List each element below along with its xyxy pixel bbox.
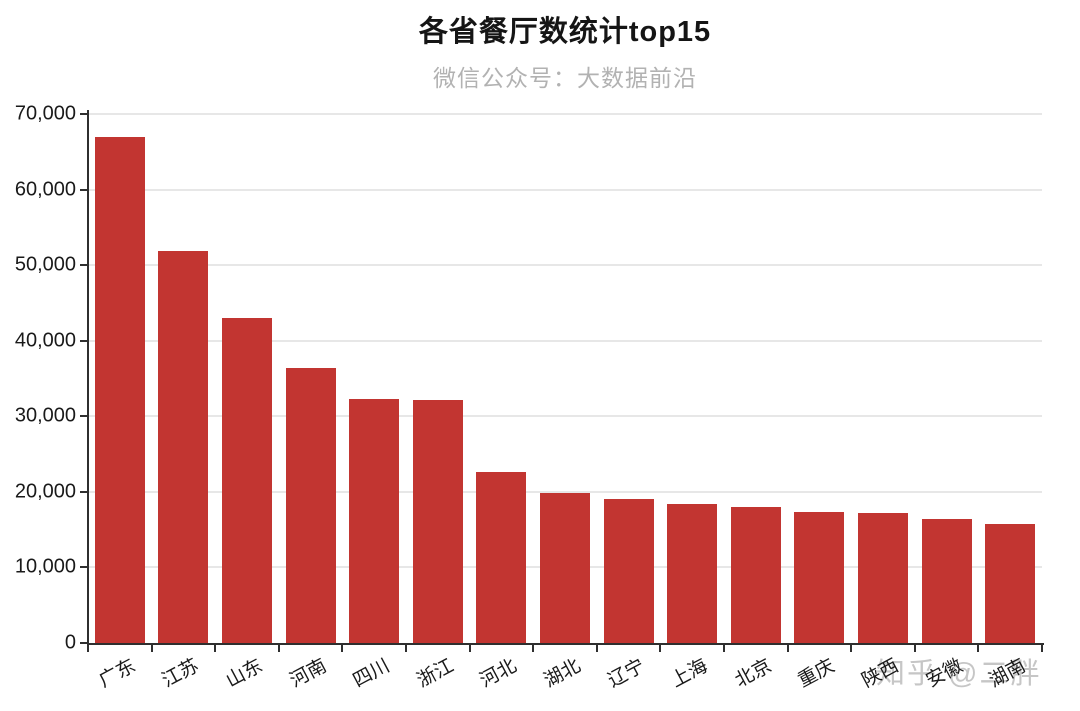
y-axis-tick-50000	[80, 264, 87, 267]
x-tick-label-重庆: 重庆	[795, 655, 839, 692]
x-axis-tick	[659, 645, 662, 652]
bar-广东	[94, 137, 145, 643]
x-tick-label-上海: 上海	[667, 655, 712, 692]
gridline-70000	[88, 113, 1042, 115]
y-axis-tick-0	[80, 642, 87, 644]
bar-浙江	[412, 399, 463, 643]
x-tick-label-北京: 北京	[731, 655, 776, 692]
x-axis-tick	[786, 645, 789, 652]
bar-北京	[730, 506, 781, 643]
y-tick-label: 30,000	[14, 404, 76, 427]
bar-河北	[476, 472, 527, 643]
x-tick-label-湖北: 湖北	[540, 655, 585, 692]
x-tick-label-四川: 四川	[349, 655, 394, 692]
x-axis-tick	[595, 645, 598, 652]
gridline-30000	[88, 415, 1042, 418]
bar-陕西	[858, 513, 908, 643]
gridline-40000	[88, 339, 1042, 342]
y-axis-tick-20000	[80, 490, 87, 493]
x-tick-label-山东: 山东	[222, 655, 267, 692]
x-tick-label-浙江: 浙江	[413, 655, 458, 692]
bar-河南	[285, 367, 336, 643]
x-tick-label-江苏: 江苏	[159, 655, 203, 692]
bar-四川	[349, 398, 400, 643]
x-axis-tick	[850, 645, 853, 652]
x-axis-tick	[913, 645, 916, 652]
chart-header: 各省餐厅数统计top15 微信公众号：大数据前沿	[88, 0, 1042, 93]
y-axis-tick-10000	[80, 566, 87, 569]
x-axis-tick	[87, 645, 89, 652]
y-tick-label: 10,000	[14, 555, 76, 578]
bar-安徽	[921, 519, 972, 643]
gridline-50000	[88, 264, 1042, 267]
bar-江苏	[158, 250, 209, 643]
x-axis-tick	[214, 645, 217, 652]
x-axis-tick	[277, 645, 280, 652]
x-tick-label-河北: 河北	[477, 655, 521, 692]
bar-山东	[222, 318, 272, 643]
x-axis-tick	[1041, 645, 1043, 652]
y-axis-tick-40000	[80, 339, 87, 342]
bar-湖北	[540, 492, 590, 643]
gridline-60000	[88, 188, 1042, 191]
bar-辽宁	[603, 499, 654, 643]
y-tick-label: 20,000	[14, 480, 76, 503]
y-tick-label: 70,000	[14, 102, 76, 125]
chart-subtitle: 微信公众号：大数据前沿	[433, 65, 697, 91]
y-tick-label: 0	[64, 631, 76, 654]
x-axis-line	[87, 643, 1044, 645]
gridline-20000	[88, 490, 1042, 493]
x-tick-label-辽宁: 辽宁	[604, 655, 648, 692]
x-axis-tick	[341, 645, 344, 652]
y-axis-line	[87, 110, 89, 645]
y-axis-tick-60000	[80, 188, 87, 191]
chart-title: 各省餐厅数统计top15	[418, 16, 712, 48]
x-axis-tick	[468, 645, 471, 652]
x-axis-tick	[150, 645, 153, 652]
y-tick-label: 50,000	[14, 253, 76, 276]
x-axis-tick	[405, 645, 407, 652]
x-tick-label-河南: 河南	[286, 655, 330, 692]
y-tick-label: 40,000	[14, 329, 76, 352]
x-axis-tick	[532, 645, 535, 652]
x-axis-tick	[723, 645, 725, 652]
x-axis-tick	[977, 645, 980, 652]
y-axis-tick-70000	[80, 113, 87, 115]
bar-重庆	[794, 512, 845, 643]
y-axis-tick-30000	[80, 415, 87, 418]
bar-上海	[667, 503, 718, 643]
bar-湖南	[985, 523, 1036, 643]
x-tick-label-广东: 广东	[95, 655, 140, 692]
plot-area	[88, 113, 1042, 643]
watermark: 知乎 @二胖	[876, 658, 1042, 690]
y-tick-label: 60,000	[14, 178, 76, 201]
